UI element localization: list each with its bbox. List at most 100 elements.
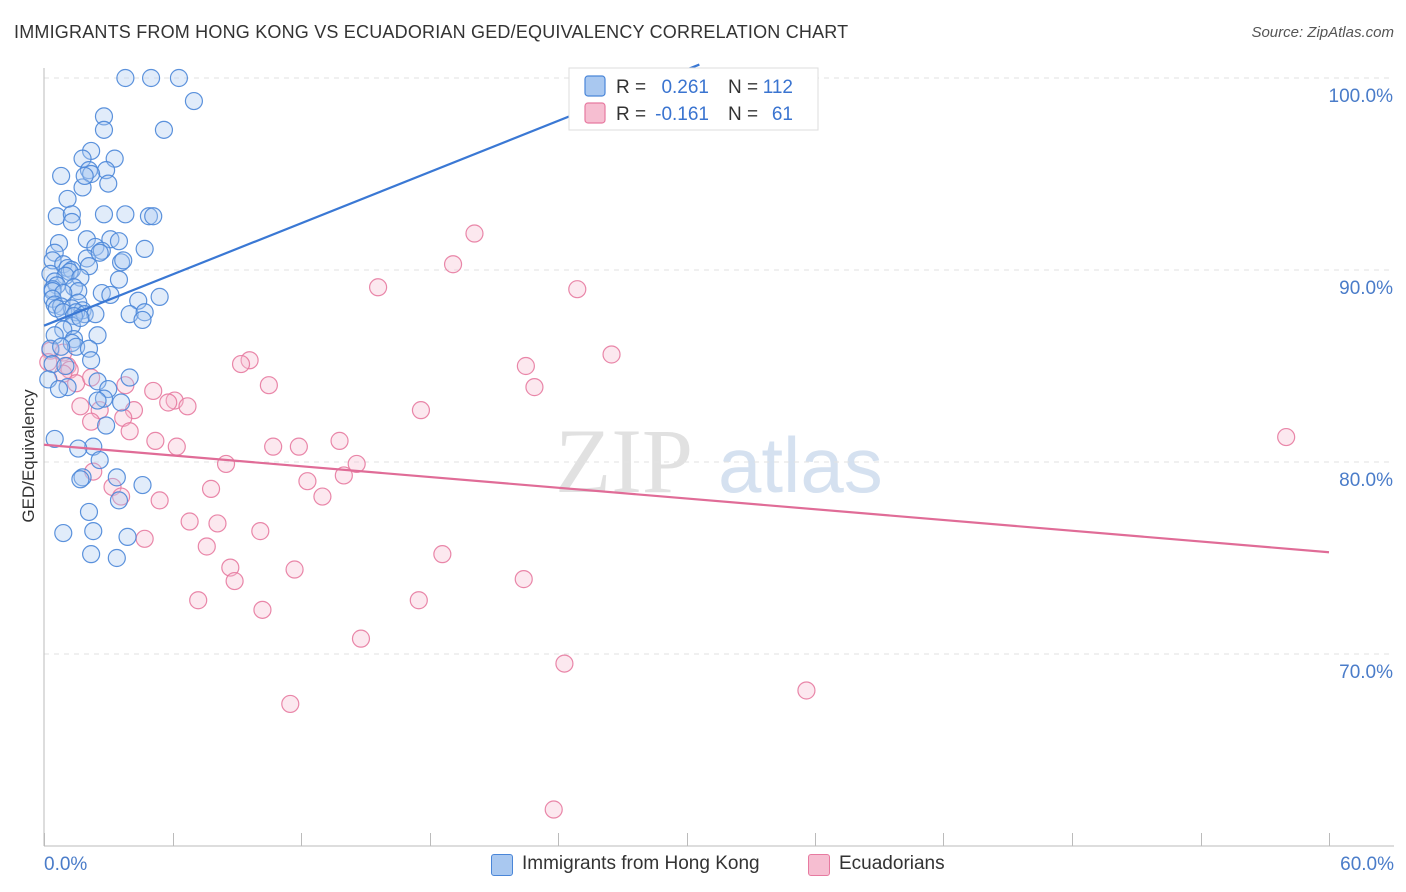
legend-blue-n-value: 112 [763,77,793,98]
stats-legend: R = 0.261 N = 112 R = -0.161 N = 61 [568,67,819,131]
hong-kong-point-92 [97,416,116,435]
hong-kong-point-29 [135,239,154,258]
legend-pink-n-label: N = [728,104,758,125]
hong-kong-point-106 [82,545,101,564]
ecuadorians-point-55 [568,280,587,299]
hong-kong-point-11 [97,161,116,180]
ecuadorians-point-51 [544,800,563,819]
ecuadorians-trend-line [43,443,1330,554]
hong-kong-point-54 [150,287,169,306]
hong-kong-point-21 [139,207,159,226]
ecuadorians-point-18 [120,422,139,441]
hong-kong-point-88 [99,379,118,399]
watermark-zip: ZIP [555,410,693,512]
ecuadorians-point-45 [409,591,428,610]
hong-kong-point-22 [62,212,81,232]
legend-swatch-blue [584,75,606,97]
hong-kong-point-3 [184,91,204,111]
hong-kong-point-15 [73,178,92,197]
axes [43,68,1394,847]
ecuadorians-point-39 [433,545,452,564]
legend-pink-r-value: -0.161 [655,104,709,125]
ecuadorians-point-37 [251,522,270,541]
bottom-legend-label-blue: Immigrants from Hong Kong [522,853,760,874]
y-tick-label-80: 80.0% [1339,470,1393,491]
ecuadorians-point-25 [347,454,366,474]
ecuadorians-point-56 [602,345,621,364]
legend-blue-n-label: N = [728,77,758,98]
ecuadorians-point-17 [82,412,101,431]
hong-kong-point-107 [107,548,126,568]
ecuadorians-point-47 [351,629,371,648]
hong-kong-point-79 [79,339,99,358]
hong-kong-point-0 [116,68,135,88]
hong-kong-point-43 [71,268,90,287]
hong-kong-point-93 [45,429,64,449]
legend-pink-r-label: R = [616,104,646,125]
hong-kong-point-14 [99,174,118,193]
ecuadorians-point-11 [159,393,178,412]
ecuadorians-point-63 [1277,427,1296,447]
hong-kong-point-4 [94,107,114,126]
hong-kong-point-109 [90,243,109,262]
chart-title: IMMIGRANTS FROM HONG KONG VS ECUADORIAN … [14,22,849,42]
hong-kong-point-87 [49,379,69,399]
ecuadorians-point-31 [313,487,332,506]
y-tick-labels: 70.0% 80.0% 90.0% 100.0% [1329,86,1394,683]
hong-kong-point-89 [94,389,114,408]
bottom-legend-swatch-blue [491,854,513,876]
hong-kong-point-34 [114,251,133,270]
hong-kong-point-103 [54,523,73,543]
ecuadorians-point-50 [281,694,300,714]
hong-kong-point-104 [84,522,103,541]
ecuadorians-point-24 [216,454,236,474]
ecuadorians-point-52 [465,224,484,243]
hong-kong-point-105 [118,527,137,546]
hong-kong-point-57 [129,291,148,310]
ecuadorians-point-33 [150,491,169,510]
ecuadorians-point-34 [135,529,154,548]
ecuadorians-point-20 [167,437,186,456]
legend-pink-n-value: 61 [772,104,793,125]
ecuadorians-point-46 [253,600,272,619]
x-ticks [44,833,1330,846]
ecuadorians-point-60 [525,378,544,397]
hong-kong-point-108 [75,166,94,186]
watermark-atlas: atlas [718,421,883,509]
hong-kong-point-80 [82,351,101,370]
hong-kong-point-32 [43,251,62,270]
x-tick-label-min: 0.0% [44,854,87,875]
hong-kong-point-102 [79,502,99,522]
hong-kong-point-111 [52,337,71,356]
hong-kong-point-1 [141,68,161,88]
legend-swatch-pink [584,102,606,124]
hong-kong-point-96 [90,450,109,470]
hong-kong-point-70 [133,310,152,330]
ecuadorians-point-43 [514,570,533,589]
hong-kong-point-5 [94,120,114,139]
ecuadorians-point-28 [298,472,317,491]
legend-blue-r-label: R = [616,77,646,98]
hong-kong-point-23 [144,207,163,226]
ecuadorians-point-12 [178,397,197,416]
ecuadorians-point-42 [225,571,244,591]
hong-kong-point-19 [94,205,114,224]
hong-kong-point-82 [56,356,75,376]
hong-kong-point-99 [107,468,126,487]
ecuadorians-point-53 [443,255,463,274]
hong-kong-point-98 [71,470,90,489]
ecuadorians-point-30 [201,479,221,498]
hong-kong-point-101 [109,491,129,510]
x-tick-label-max: 60.0% [1340,854,1394,875]
y-tick-label-70: 70.0% [1339,662,1393,683]
hong-kong-point-100 [133,475,152,495]
hong-kong-point-27 [49,234,69,253]
ecuadorians-point-36 [208,514,227,533]
hong-kong-point-91 [111,393,131,412]
hong-kong-point-73 [45,326,64,345]
hong-kong-point-44 [109,270,129,289]
hong-kong-point-2 [169,68,189,88]
bottom-legend-swatch-pink [808,854,830,876]
ecuadorians-point-19 [146,431,165,450]
